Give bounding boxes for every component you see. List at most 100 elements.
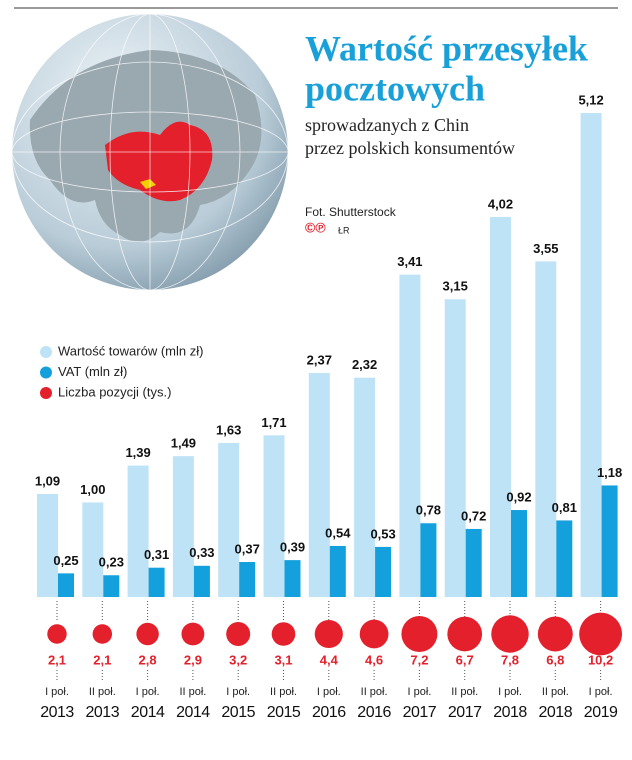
subtitle-line: przez polskich konsumentów: [305, 138, 515, 158]
bar: [329, 545, 346, 597]
bar: [103, 575, 120, 597]
bar: [601, 485, 618, 597]
bubble: [92, 624, 113, 644]
bar: [556, 520, 573, 597]
bar: [580, 113, 602, 597]
bubble: [136, 622, 159, 646]
bar: [37, 493, 58, 597]
period-label: II poł.: [270, 686, 297, 698]
value-label: 0,78: [416, 503, 441, 518]
value-label: 1,18: [597, 465, 622, 480]
subtitle-line: sprowadzanych z Chin: [305, 115, 469, 135]
bubble: [579, 612, 622, 656]
year-label: 2016: [312, 704, 346, 721]
year-label: 2017: [448, 704, 482, 721]
value-label: 2,37: [307, 352, 332, 367]
bubble: [226, 622, 251, 646]
period-label: II poł.: [361, 686, 388, 698]
bar: [511, 510, 527, 597]
bubble: [181, 622, 205, 646]
title-line: pocztowych: [305, 68, 485, 108]
value-label: 1,00: [80, 482, 105, 497]
period-label: II poł.: [89, 686, 116, 698]
value-label: 1,09: [35, 473, 60, 488]
legend-label: Liczba pozycji (tys.): [58, 384, 171, 399]
period-label: I poł.: [136, 686, 160, 698]
legend-swatch: [40, 387, 52, 399]
value-label: 3,55: [533, 241, 558, 256]
value-label: 0,72: [461, 508, 486, 523]
period-label: II poł.: [451, 686, 478, 698]
period-label: I poł.: [589, 686, 613, 698]
bubble-label: 10,2: [588, 652, 613, 667]
bar: [148, 567, 165, 597]
bubble: [537, 616, 573, 652]
bar: [465, 528, 482, 597]
bubble-label: 2,1: [48, 652, 66, 667]
bubble-label: 2,9: [184, 652, 202, 667]
value-label: 1,63: [216, 422, 241, 437]
value-label: 1,71: [261, 415, 286, 430]
title-line: Wartość przesyłek: [305, 28, 588, 68]
year-label: 2018: [539, 704, 573, 721]
period-label: I poł.: [407, 686, 431, 698]
value-label: 0,37: [235, 541, 260, 556]
bar: [82, 502, 104, 597]
period-label: II poł.: [179, 686, 206, 698]
bar: [284, 560, 301, 597]
bubble: [447, 616, 483, 652]
value-label: 0,54: [325, 525, 351, 540]
bubble: [271, 622, 296, 646]
year-label: 2017: [403, 704, 437, 721]
bubble-label: 3,2: [229, 652, 247, 667]
bubble: [491, 615, 529, 653]
bar: [127, 465, 149, 597]
period-label: I poł.: [498, 686, 522, 698]
year-label: 2015: [267, 704, 301, 721]
copyright-marks: ©℗: [305, 220, 326, 236]
bubble-label: 2,8: [139, 652, 157, 667]
bar: [193, 565, 210, 597]
value-label: 0,39: [280, 540, 305, 555]
period-label: II poł.: [542, 686, 569, 698]
year-label: 2013: [86, 704, 120, 721]
bubble-label: 6,7: [456, 652, 474, 667]
legend-swatch: [40, 346, 52, 358]
bubble-label: 7,2: [410, 652, 428, 667]
legend-swatch: [40, 366, 52, 379]
bar: [375, 546, 392, 597]
value-label: 1,39: [125, 445, 150, 460]
value-label: 0,53: [370, 526, 395, 541]
value-label: 2,32: [352, 357, 377, 372]
value-label: 3,15: [443, 279, 468, 294]
value-label: 0,81: [552, 500, 577, 515]
photo-credit: Fot. Shutterstock: [305, 205, 397, 219]
year-label: 2014: [131, 704, 165, 721]
bar: [354, 377, 376, 597]
bar: [399, 274, 421, 597]
year-label: 2015: [221, 704, 255, 721]
value-label: 0,23: [99, 555, 124, 570]
bar: [420, 523, 437, 597]
bar: [172, 456, 194, 597]
author: ŁR: [338, 225, 350, 235]
bar: [263, 435, 285, 597]
bubble: [359, 619, 389, 649]
value-label: 1,49: [171, 436, 196, 451]
value-label: 3,41: [397, 254, 422, 269]
year-label: 2013: [40, 704, 74, 721]
value-label: 5,12: [578, 92, 603, 107]
bar: [308, 372, 330, 597]
value-label: 0,92: [506, 489, 531, 504]
year-label: 2018: [493, 704, 527, 721]
bubble: [47, 624, 67, 644]
value-label: 4,02: [488, 196, 513, 211]
value-label: 0,33: [189, 545, 214, 560]
bubble-label: 6,8: [546, 652, 564, 667]
period-label: I poł.: [317, 686, 341, 698]
bar: [444, 299, 466, 597]
year-label: 2016: [357, 704, 391, 721]
legend-label: VAT (mln zł): [58, 364, 127, 379]
bubble-label: 4,4: [320, 652, 339, 667]
